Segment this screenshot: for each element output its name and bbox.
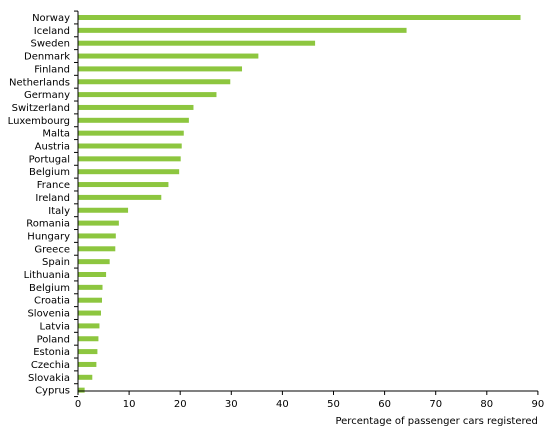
bar-23 — [78, 310, 101, 316]
category-label: Estonia — [33, 347, 70, 358]
bar-14 — [78, 194, 162, 200]
category-label: Norway — [32, 13, 70, 24]
category-label: Croatia — [34, 296, 70, 307]
bar-19 — [78, 259, 110, 265]
category-label: Austria — [35, 142, 70, 153]
category-label: Cyprus — [35, 386, 70, 397]
category-label: Latvia — [40, 321, 70, 332]
bar-4 — [78, 66, 243, 72]
category-label: Malta — [42, 129, 70, 140]
bar-25 — [78, 336, 99, 342]
y-axis-ticks — [74, 10, 78, 398]
bar-13 — [78, 182, 169, 188]
bar-16 — [78, 220, 119, 226]
category-label: France — [37, 180, 70, 191]
x-tick-label: 60 — [378, 399, 391, 410]
x-tick-label: 90 — [532, 399, 545, 410]
x-axis-ticks: 0 10 20 30 40 50 60 70 80 90 — [75, 391, 544, 410]
category-label: Germany — [24, 90, 70, 101]
bar-18 — [78, 246, 116, 252]
x-axis-title: Percentage of passenger cars registered — [335, 416, 537, 427]
bar-24 — [78, 323, 100, 329]
x-tick-label: 20 — [174, 399, 187, 410]
category-label: Finland — [34, 64, 70, 75]
bar-8 — [78, 117, 189, 123]
bar-0 — [78, 15, 521, 20]
x-tick-label: 0 — [75, 399, 81, 410]
category-label: Greece — [34, 244, 70, 255]
bar-22 — [78, 297, 103, 303]
x-tick-label: 50 — [327, 399, 340, 410]
x-tick-label: 30 — [225, 399, 238, 410]
bar-20 — [78, 272, 107, 277]
category-label: Netherlands — [9, 77, 70, 88]
category-label: Slovakia — [28, 373, 70, 384]
category-label: Romania — [26, 219, 70, 230]
bar-5 — [78, 79, 231, 85]
bar-9 — [78, 130, 184, 136]
category-label: Belgium — [29, 283, 70, 294]
bars-group — [78, 15, 521, 393]
category-label: Slovenia — [27, 309, 70, 320]
category-label: Hungary — [27, 231, 70, 242]
category-label: Poland — [37, 334, 70, 345]
bar-7 — [78, 104, 194, 110]
category-label: Ireland — [35, 193, 70, 204]
bar-12 — [78, 169, 180, 175]
category-label: Belgium — [29, 167, 70, 178]
bar-17 — [78, 233, 116, 239]
x-tick-label: 10 — [123, 399, 136, 410]
x-tick-label: 80 — [480, 399, 493, 410]
bar-11 — [78, 156, 181, 162]
x-tick-label: 40 — [276, 399, 289, 410]
bar-10 — [78, 143, 182, 149]
bar-6 — [78, 92, 217, 98]
category-label: Luxembourg — [8, 116, 70, 127]
category-label: Sweden — [30, 39, 70, 50]
category-label: Spain — [42, 257, 70, 268]
category-label: Czechia — [31, 360, 70, 371]
x-tick-label: 70 — [429, 399, 442, 410]
bar-15 — [78, 207, 129, 213]
bar-29 — [78, 387, 85, 393]
category-label: Denmark — [24, 52, 70, 63]
category-label: Switzerland — [12, 103, 70, 114]
bar-2 — [78, 40, 316, 46]
bar-26 — [78, 349, 98, 355]
bar-1 — [78, 27, 407, 33]
category-label: Iceland — [34, 26, 70, 37]
category-label: Portugal — [29, 154, 70, 165]
category-label: Lithuania — [24, 270, 70, 281]
bar-21 — [78, 284, 103, 290]
bar-28 — [78, 374, 93, 380]
bar-3 — [78, 53, 259, 59]
category-label: Italy — [48, 206, 70, 217]
bar-27 — [78, 361, 97, 367]
